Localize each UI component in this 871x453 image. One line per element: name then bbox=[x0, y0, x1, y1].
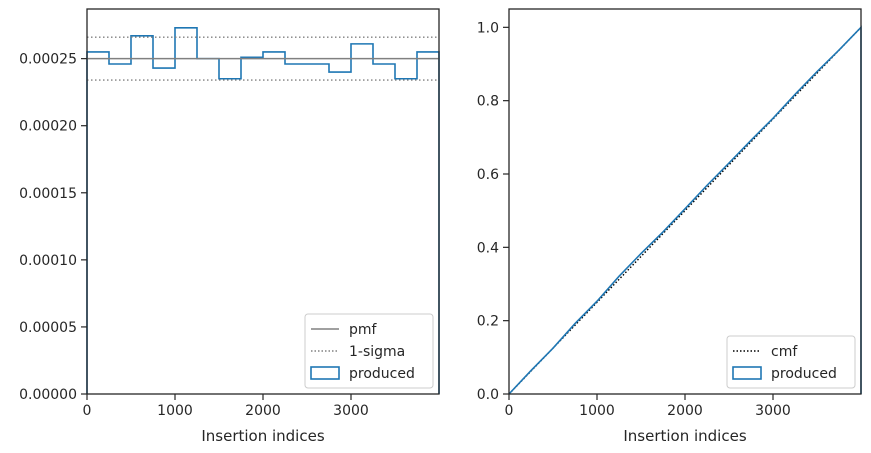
legend-box bbox=[726, 335, 856, 389]
legend-box bbox=[304, 313, 434, 389]
legend: cmf produced bbox=[726, 335, 856, 389]
y-tick-label: 0.8 bbox=[477, 94, 499, 110]
legend-label-cmf: cmf bbox=[771, 344, 798, 360]
series-produced-step bbox=[86, 26, 440, 394]
y-tick-label: 0.00025 bbox=[19, 52, 77, 68]
x-tick-label: 1000 bbox=[157, 403, 193, 419]
x-tick-label: 2000 bbox=[667, 403, 703, 419]
legend-label-produced: produced bbox=[349, 366, 415, 382]
y-tick-label: 0.00005 bbox=[19, 320, 77, 336]
legend-label-produced: produced bbox=[771, 366, 837, 382]
legend-handle-produced bbox=[732, 366, 762, 380]
chart-panel-2: 0 1000 2000 3000 0.0 0.2 0.4 0.6 0.8 1.0 Insertion… bbox=[477, 8, 862, 445]
y-tick-label: 0.4 bbox=[477, 240, 499, 256]
x-axis-label: Insertion indices bbox=[201, 427, 324, 445]
y-tick-label: 0.00020 bbox=[19, 119, 77, 135]
legend-label-1-sigma: 1-sigma bbox=[349, 344, 405, 360]
x-tick-label: 0 bbox=[505, 403, 514, 419]
series-produced-line bbox=[508, 25, 862, 395]
y-tick-label: 0.6 bbox=[477, 167, 499, 183]
x-tick-label: 3000 bbox=[333, 403, 369, 419]
y-tick-label: 0.2 bbox=[477, 314, 499, 330]
y-tick-label: 0.00015 bbox=[19, 186, 77, 202]
legend-label-pmf: pmf bbox=[349, 322, 378, 338]
x-tick-label: 3000 bbox=[755, 403, 791, 419]
legend-handle-produced bbox=[310, 366, 340, 380]
legend: pmf 1-sigma produced bbox=[304, 313, 434, 389]
y-tick-label: 0.0 bbox=[477, 387, 499, 403]
x-tick-label: 0 bbox=[83, 403, 92, 419]
x-axis-label: Insertion indices bbox=[623, 427, 746, 445]
x-tick-label: 2000 bbox=[245, 403, 281, 419]
x-tick-label: 1000 bbox=[579, 403, 615, 419]
y-tick-label: 0.00000 bbox=[19, 387, 77, 403]
y-tick-label: 1.0 bbox=[477, 20, 499, 36]
y-tick-label: 0.00010 bbox=[19, 253, 77, 269]
chart-panel-1: 0 1000 2000 3000 0.00000 0.00005 0.00010 0.0001… bbox=[19, 8, 440, 445]
